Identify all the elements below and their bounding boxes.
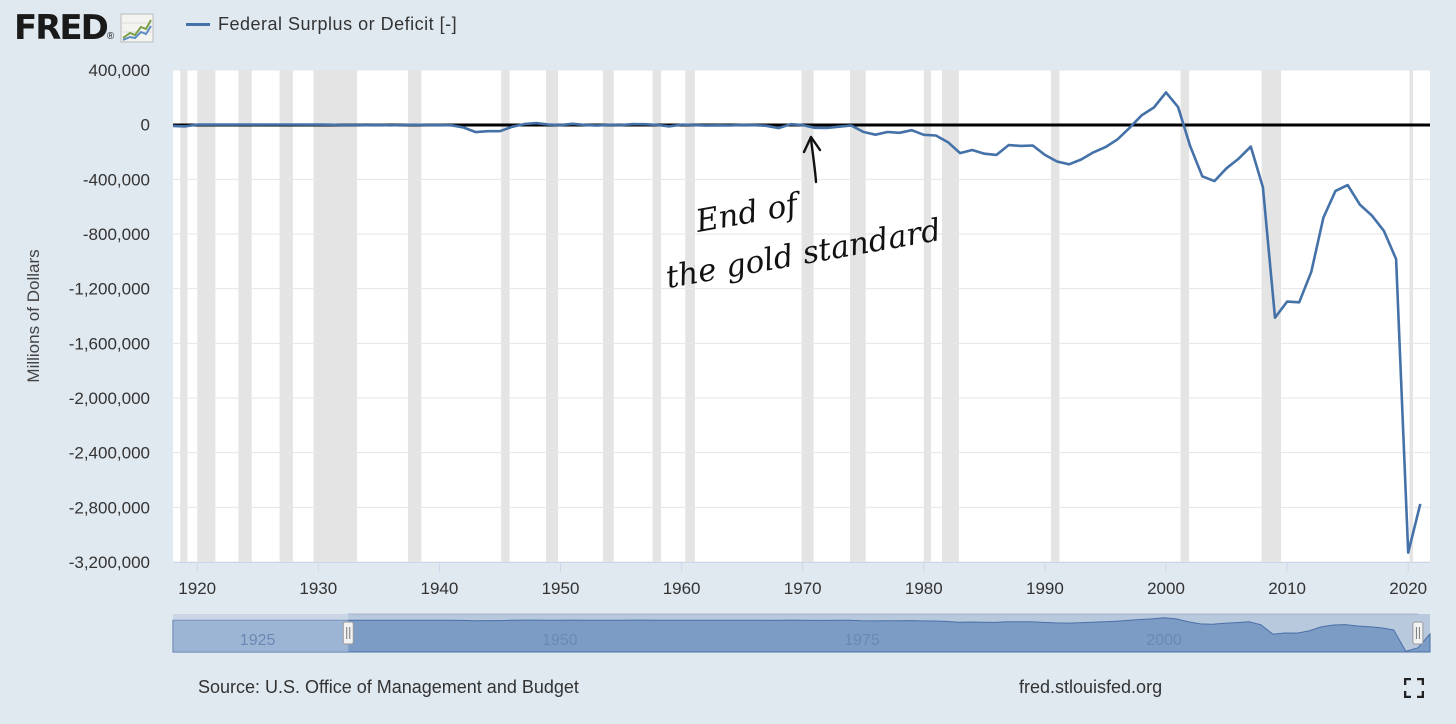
recession-band bbox=[1261, 70, 1282, 562]
navigator-year-label: 2000 bbox=[1146, 632, 1182, 649]
y-tick-label: 0 bbox=[141, 116, 150, 135]
recession-band bbox=[180, 70, 188, 562]
x-tick-label: 1940 bbox=[421, 579, 459, 598]
fullscreen-icon[interactable] bbox=[1404, 678, 1424, 698]
recession-band bbox=[941, 70, 959, 562]
legend-label: Federal Surplus or Deficit [-] bbox=[218, 14, 458, 34]
line-chart: 400,000 0 -400,000 -800,000 -1,200,000 -1,600… bbox=[24, 61, 1430, 598]
y-tick-label: -400,000 bbox=[83, 170, 150, 189]
navigator-year-label: 1925 bbox=[240, 632, 276, 649]
annotation-arrow-shaft bbox=[809, 137, 818, 184]
y-axis-ticks: 400,000 0 -400,000 -800,000 -1,200,000 -1,600… bbox=[69, 61, 150, 572]
legend-item[interactable]: Federal Surplus or Deficit [-] bbox=[186, 14, 457, 35]
recession-band bbox=[501, 70, 510, 562]
navigator-year-label: 1950 bbox=[542, 632, 578, 649]
x-tick-label: 1950 bbox=[542, 579, 580, 598]
recession-band bbox=[1050, 70, 1060, 562]
y-tick-label: -1,600,000 bbox=[69, 334, 150, 353]
recession-band bbox=[238, 70, 252, 562]
recession-band bbox=[1180, 70, 1190, 562]
y-tick-label: -2,000,000 bbox=[69, 389, 150, 408]
x-tick-label: 2020 bbox=[1389, 579, 1427, 598]
x-tick-label: 1980 bbox=[905, 579, 943, 598]
handle-grip[interactable] bbox=[1412, 621, 1424, 645]
legend-swatch bbox=[186, 23, 210, 26]
series-line[interactable] bbox=[172, 91, 1422, 555]
registered-mark: ® bbox=[106, 31, 115, 42]
navigator-handle-right[interactable] bbox=[1412, 621, 1424, 645]
x-axis-ticks: 1920 1930 1940 1950 1960 1970 1980 1990 2000 2010… bbox=[173, 562, 1430, 598]
recession-band bbox=[849, 70, 866, 562]
y-tick-label: -800,000 bbox=[83, 225, 150, 244]
navigator-labels: 1925 1950 1975 2000 bbox=[240, 632, 1182, 649]
recession-band bbox=[279, 70, 293, 562]
recession-band bbox=[407, 70, 422, 562]
chart-trend-icon bbox=[120, 13, 154, 43]
handle-grip[interactable] bbox=[342, 621, 354, 645]
recession-band bbox=[685, 70, 695, 562]
recession-band bbox=[602, 70, 614, 562]
recession-band bbox=[801, 70, 814, 562]
y-tick-label: 400,000 bbox=[89, 61, 150, 80]
recession-band bbox=[652, 70, 662, 562]
site-url[interactable]: fred.stlouisfed.org bbox=[1019, 677, 1163, 697]
recession-band bbox=[545, 70, 559, 562]
recession-band bbox=[313, 70, 358, 562]
navigator-series-area bbox=[172, 617, 1431, 653]
y-tick-label: -1,200,000 bbox=[69, 280, 150, 299]
y-tick-label: -2,400,000 bbox=[69, 444, 150, 463]
x-tick-label: 1930 bbox=[299, 579, 337, 598]
y-tick-label: -3,200,000 bbox=[69, 553, 150, 572]
x-tick-label: 1920 bbox=[178, 579, 216, 598]
y-axis-label: Millions of Dollars bbox=[24, 249, 43, 382]
fred-logo[interactable]: FRED ® bbox=[14, 8, 154, 48]
x-tick-label: 2010 bbox=[1268, 579, 1306, 598]
x-tick-label: 1970 bbox=[784, 579, 822, 598]
navigator-year-label: 1975 bbox=[844, 632, 880, 649]
recession-band bbox=[923, 70, 932, 562]
navigator-handle-left[interactable] bbox=[342, 621, 354, 645]
source-text: Source: U.S. Office of Management and Bu… bbox=[198, 677, 579, 697]
recession-band bbox=[197, 70, 216, 562]
x-tick-label: 1990 bbox=[1026, 579, 1064, 598]
y-tick-label: -2,800,000 bbox=[69, 498, 150, 517]
x-tick-label: 2000 bbox=[1147, 579, 1185, 598]
navigator-mask-left bbox=[173, 614, 349, 652]
annotation-arrowhead bbox=[802, 135, 822, 154]
recession-band bbox=[1409, 70, 1414, 562]
recession-shading bbox=[180, 70, 1414, 562]
x-tick-label: 1960 bbox=[663, 579, 701, 598]
logo-text: FRED bbox=[14, 8, 109, 48]
